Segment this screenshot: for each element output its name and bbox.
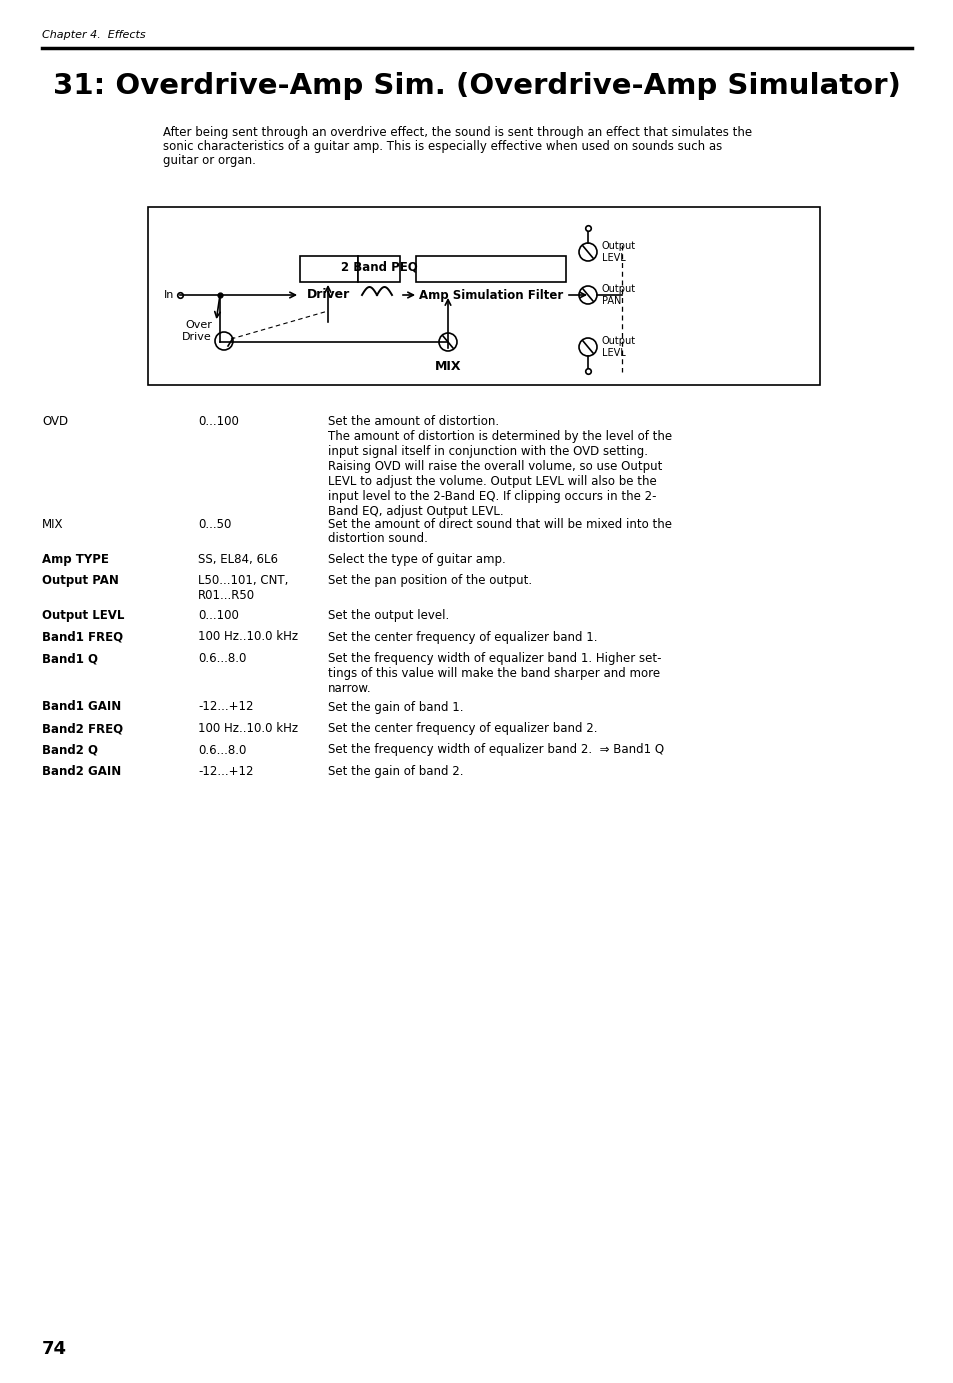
Text: Output
PAN: Output PAN xyxy=(601,284,636,306)
Text: 100 Hz..10.0 kHz: 100 Hz..10.0 kHz xyxy=(198,631,297,643)
Text: Set the frequency width of equalizer band 1. Higher set-
tings of this value wil: Set the frequency width of equalizer ban… xyxy=(328,651,660,696)
Text: 0...50: 0...50 xyxy=(198,517,232,531)
Bar xyxy=(148,207,820,384)
Text: In: In xyxy=(164,290,173,300)
Text: Set the gain of band 1.: Set the gain of band 1. xyxy=(328,701,463,714)
Text: 0.6...8.0: 0.6...8.0 xyxy=(198,651,246,665)
Text: 0.6...8.0: 0.6...8.0 xyxy=(198,744,246,757)
Text: Band1 Q: Band1 Q xyxy=(42,651,98,665)
Text: MIX: MIX xyxy=(435,360,460,373)
Text: Output
LEVL: Output LEVL xyxy=(601,336,636,358)
Text: Select the type of guitar amp.: Select the type of guitar amp. xyxy=(328,552,505,566)
Text: Band2 FREQ: Band2 FREQ xyxy=(42,722,123,734)
Text: Output
LEVL: Output LEVL xyxy=(601,241,636,263)
Text: Set the amount of direct sound that will be mixed into the
distortion sound.: Set the amount of direct sound that will… xyxy=(328,517,671,545)
Text: Amp Simulation Filter: Amp Simulation Filter xyxy=(418,289,562,301)
Text: 74: 74 xyxy=(42,1340,67,1358)
Text: Over
Drive: Over Drive xyxy=(182,319,212,342)
Text: 0...100: 0...100 xyxy=(198,415,238,427)
Text: Amp TYPE: Amp TYPE xyxy=(42,552,109,566)
Text: SS, EL84, 6L6: SS, EL84, 6L6 xyxy=(198,552,277,566)
Text: Band2 GAIN: Band2 GAIN xyxy=(42,765,121,779)
Text: 2 Band PEQ: 2 Band PEQ xyxy=(340,260,416,272)
Text: Band1 GAIN: Band1 GAIN xyxy=(42,701,121,714)
Text: -12...+12: -12...+12 xyxy=(198,701,253,714)
Text: Set the pan position of the output.: Set the pan position of the output. xyxy=(328,574,532,586)
Text: Output PAN: Output PAN xyxy=(42,574,119,586)
Text: Set the gain of band 2.: Set the gain of band 2. xyxy=(328,765,463,779)
Bar xyxy=(357,256,399,282)
Text: Set the amount of distortion.
The amount of distortion is determined by the leve: Set the amount of distortion. The amount… xyxy=(328,415,672,519)
Text: After being sent through an overdrive effect, the sound is sent through an effec: After being sent through an overdrive ef… xyxy=(163,126,751,140)
Text: OVD: OVD xyxy=(42,415,68,427)
Text: Set the center frequency of equalizer band 1.: Set the center frequency of equalizer ba… xyxy=(328,631,597,643)
Text: Band1 FREQ: Band1 FREQ xyxy=(42,631,123,643)
Text: guitar or organ.: guitar or organ. xyxy=(163,154,255,167)
Bar xyxy=(299,256,357,282)
Text: Set the center frequency of equalizer band 2.: Set the center frequency of equalizer ba… xyxy=(328,722,597,734)
Text: Chapter 4.  Effects: Chapter 4. Effects xyxy=(42,30,146,40)
Text: Set the output level.: Set the output level. xyxy=(328,609,449,622)
Text: Driver: Driver xyxy=(307,289,351,301)
Text: L50...101, CNT,
R01...R50: L50...101, CNT, R01...R50 xyxy=(198,574,288,602)
Text: Set the frequency width of equalizer band 2.  ⇒ Band1 Q: Set the frequency width of equalizer ban… xyxy=(328,744,663,757)
Text: -12...+12: -12...+12 xyxy=(198,765,253,779)
Text: 0...100: 0...100 xyxy=(198,609,238,622)
Text: MIX: MIX xyxy=(42,517,64,531)
Text: 100 Hz..10.0 kHz: 100 Hz..10.0 kHz xyxy=(198,722,297,734)
Text: Band2 Q: Band2 Q xyxy=(42,744,98,757)
Text: Output LEVL: Output LEVL xyxy=(42,609,124,622)
Text: 31: Overdrive-Amp Sim. (Overdrive-Amp Simulator): 31: Overdrive-Amp Sim. (Overdrive-Amp Si… xyxy=(53,72,900,100)
Text: sonic characteristics of a guitar amp. This is especially effective when used on: sonic characteristics of a guitar amp. T… xyxy=(163,140,721,154)
Bar xyxy=(416,256,565,282)
